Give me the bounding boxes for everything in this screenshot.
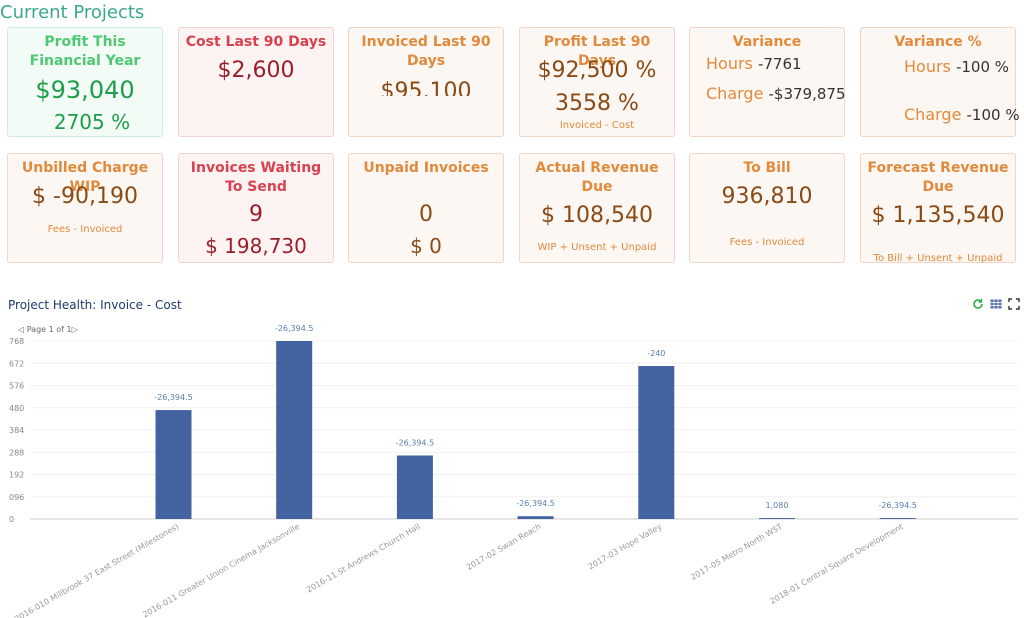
bar-data-label: 1,080 [766, 501, 789, 510]
y-tick-label: 096 [9, 493, 24, 502]
x-tick-label: 2017-05 Metro North WST [689, 522, 784, 582]
card-unpaid-invoices[interactable]: Unpaid Invoices 0 $ 0 [348, 153, 504, 263]
card-variance[interactable]: Variance Hours -7761 Charge -$379,875 [689, 27, 846, 137]
bar-data-label: -26,394.5 [878, 501, 917, 510]
y-tick-label: 576 [9, 382, 24, 391]
variance-charge: Charge -$379,875 [706, 84, 846, 103]
bar[interactable] [155, 410, 192, 519]
y-tick-label: 192 [9, 471, 24, 480]
variance-pct-hours: Hours -100 % [904, 57, 1009, 76]
card-note: Fees - Invoiced [47, 224, 123, 235]
hours-label: Hours [706, 54, 753, 73]
bar[interactable] [517, 516, 554, 519]
card-note: WIP + Unsent + Unpaid [537, 242, 657, 253]
card-note: To Bill + Unsent + Unpaid [873, 253, 1003, 264]
charge-value: -100 % [966, 106, 1020, 124]
y-tick-label: 288 [9, 448, 24, 457]
bar-data-label: -26,394.5 [396, 438, 435, 447]
card-title: Actual Revenue Due [535, 160, 659, 195]
card-value: $ 0 [410, 234, 442, 258]
hours-value: -100 % [955, 58, 1010, 76]
card-value: $95,100 [380, 79, 472, 96]
card-title: Unpaid Invoices [363, 160, 489, 176]
charge-label: Charge [904, 105, 962, 124]
card-value: 936,810 [721, 184, 813, 209]
x-tick-label: 2017-02 Swan Reach [465, 522, 543, 572]
bar[interactable] [638, 366, 675, 519]
card-title: Forecast Revenue Due [867, 160, 1009, 195]
card-title: Invoices Waiting To Send [190, 160, 322, 195]
card-title: Cost Last 90 Days [185, 34, 327, 50]
card-title: Variance [732, 34, 802, 50]
charge-value: -$379,875 [768, 85, 846, 103]
fullscreen-icon[interactable] [1008, 298, 1020, 310]
chart-title: Project Health: Invoice - Cost [8, 298, 182, 312]
refresh-icon[interactable] [972, 298, 984, 310]
bar-data-label: -240 [647, 349, 665, 358]
bar-chart: ◁ Page 1 of 1▷ 768 672 576 480 384 288 192 096 0 -… [9, 324, 1018, 618]
page-title: Current Projects [0, 2, 145, 23]
card-value: $93,040 [35, 76, 135, 104]
card-value: $2,600 [217, 58, 295, 83]
card-variance-percent[interactable]: Variance % Hours -100 % Charge -100 % [860, 27, 1020, 137]
charge-label: Charge [706, 84, 764, 103]
y-tick-label: 0 [9, 515, 14, 524]
bar-data-label: -26,394.5 [154, 393, 193, 402]
x-tick-label: 2016-11 St Andrews Church Hall [305, 522, 422, 595]
card-title: Invoiced Last 90 Days [361, 34, 491, 69]
variance-pct-charge: Charge -100 % [904, 105, 1020, 124]
y-tick-label: 672 [9, 359, 24, 368]
y-tick-label: 768 [9, 337, 24, 346]
card-cost-90-days[interactable]: Cost Last 90 Days $2,600 [178, 27, 334, 137]
card-unbilled-wip[interactable]: Unbilled Charge WIP $ -90,190 Fees - Inv… [7, 153, 163, 263]
card-count: 0 [419, 202, 433, 227]
card-percent: 2705 % [53, 110, 131, 134]
x-tick-label: 2017-03 Hope Valley [587, 522, 664, 572]
y-tick-label: 480 [9, 404, 24, 413]
card-value: $ 1,135,540 [871, 203, 1005, 228]
card-title: Profit This Financial Year [29, 34, 141, 69]
x-tick-label: 2018-01 Central Square Development [768, 522, 904, 606]
card-title: Variance % [894, 34, 982, 50]
bar[interactable] [759, 518, 795, 519]
chart-pager[interactable]: ◁ Page 1 of 1▷ [17, 325, 79, 334]
card-invoices-waiting[interactable]: Invoices Waiting To Send 9 $ 198,730 [178, 153, 334, 263]
card-invoiced-90-days[interactable]: Invoiced Last 90 Days $95,100 [348, 27, 504, 137]
card-profit-financial-year[interactable]: Profit This Financial Year $93,040 2705 … [7, 27, 163, 137]
bar[interactable] [879, 518, 916, 519]
bar[interactable] [276, 341, 313, 519]
card-title: Unbilled Charge WIP [21, 160, 149, 195]
card-forecast-revenue-due[interactable]: Forecast Revenue Due $ 1,135,540 To Bill… [860, 153, 1016, 264]
card-note: Fees - Invoiced [729, 237, 805, 248]
card-actual-revenue-due[interactable]: Actual Revenue Due $ 108,540 WIP + Unsen… [519, 153, 675, 263]
card-to-bill[interactable]: To Bill 936,810 Fees - Invoiced [689, 153, 845, 263]
hours-value: -7761 [757, 55, 802, 73]
bar-data-label: -26,394.5 [516, 499, 555, 508]
card-percent: 3558 % [555, 91, 639, 116]
bar[interactable] [396, 455, 433, 519]
card-title: To Bill [743, 160, 791, 176]
y-tick-label: 384 [9, 426, 24, 435]
card-title: Profit Last 90 Days [543, 34, 651, 69]
table-icon[interactable] [990, 298, 1002, 310]
bar-data-label: -26,394.5 [275, 324, 314, 333]
card-value: $ 198,730 [205, 234, 307, 258]
variance-hours: Hours -7761 [706, 54, 802, 73]
card-value: $92,500 % [537, 58, 657, 83]
card-note: Invoiced - Cost [559, 120, 635, 131]
hours-label: Hours [904, 57, 951, 76]
card-value: $ 108,540 [541, 203, 653, 228]
card-profit-90-days[interactable]: Profit Last 90 Days $92,500 % 3558 % Inv… [519, 27, 675, 137]
card-value: $ -90,190 [32, 184, 138, 209]
card-count: 9 [249, 202, 263, 227]
